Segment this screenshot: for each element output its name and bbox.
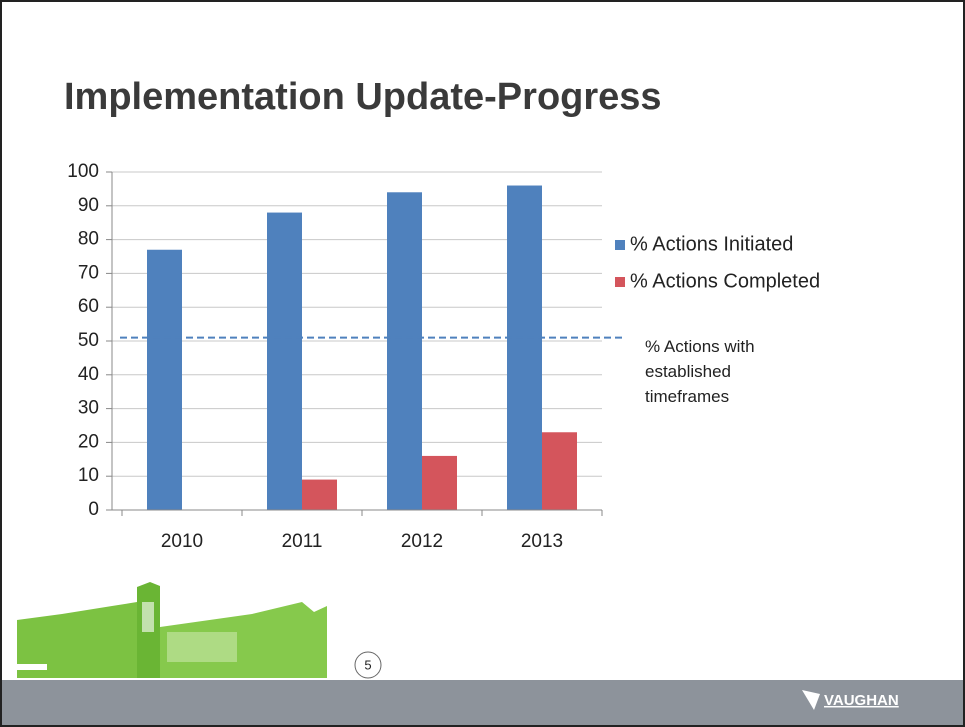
slide-number-circle <box>354 651 382 679</box>
y-tick-label: 30 <box>78 398 99 419</box>
bar <box>422 455 457 510</box>
y-tick-label: 80 <box>78 229 99 250</box>
x-tick-label: 2013 <box>521 531 563 552</box>
x-tick-label: 2011 <box>282 531 323 552</box>
legend-swatch <box>615 240 625 250</box>
bar <box>387 192 422 510</box>
bar <box>267 212 302 510</box>
logo-text: VAUGHAN <box>824 692 899 709</box>
reference-label: % Actions with established timeframes <box>645 337 755 406</box>
legend-label: % Actions Completed <box>630 270 820 292</box>
y-tick-label: 0 <box>88 499 99 520</box>
legend-swatch <box>615 277 625 287</box>
bar <box>542 432 577 510</box>
footer-bar <box>2 680 963 725</box>
y-tick-label: 50 <box>78 330 99 351</box>
y-tick-label: 20 <box>78 431 99 452</box>
y-tick-label: 60 <box>78 296 99 317</box>
x-tick-label: 2010 <box>161 531 203 552</box>
bar <box>147 249 182 511</box>
y-tick-label: 100 <box>67 161 99 182</box>
y-tick-label: 90 <box>78 195 99 216</box>
x-tick-label: 2012 <box>401 531 443 552</box>
y-tick-label: 10 <box>78 465 99 486</box>
bar <box>302 479 337 510</box>
y-tick-label: 40 <box>78 364 99 385</box>
chart-title: Implementation Update-Progress <box>64 76 662 118</box>
building-graphic <box>17 582 327 678</box>
bar <box>507 185 542 510</box>
slide-number: 5 <box>364 657 371 672</box>
logo-mark <box>802 690 820 710</box>
legend-label: % Actions Initiated <box>630 233 793 255</box>
y-tick-label: 70 <box>78 262 99 283</box>
